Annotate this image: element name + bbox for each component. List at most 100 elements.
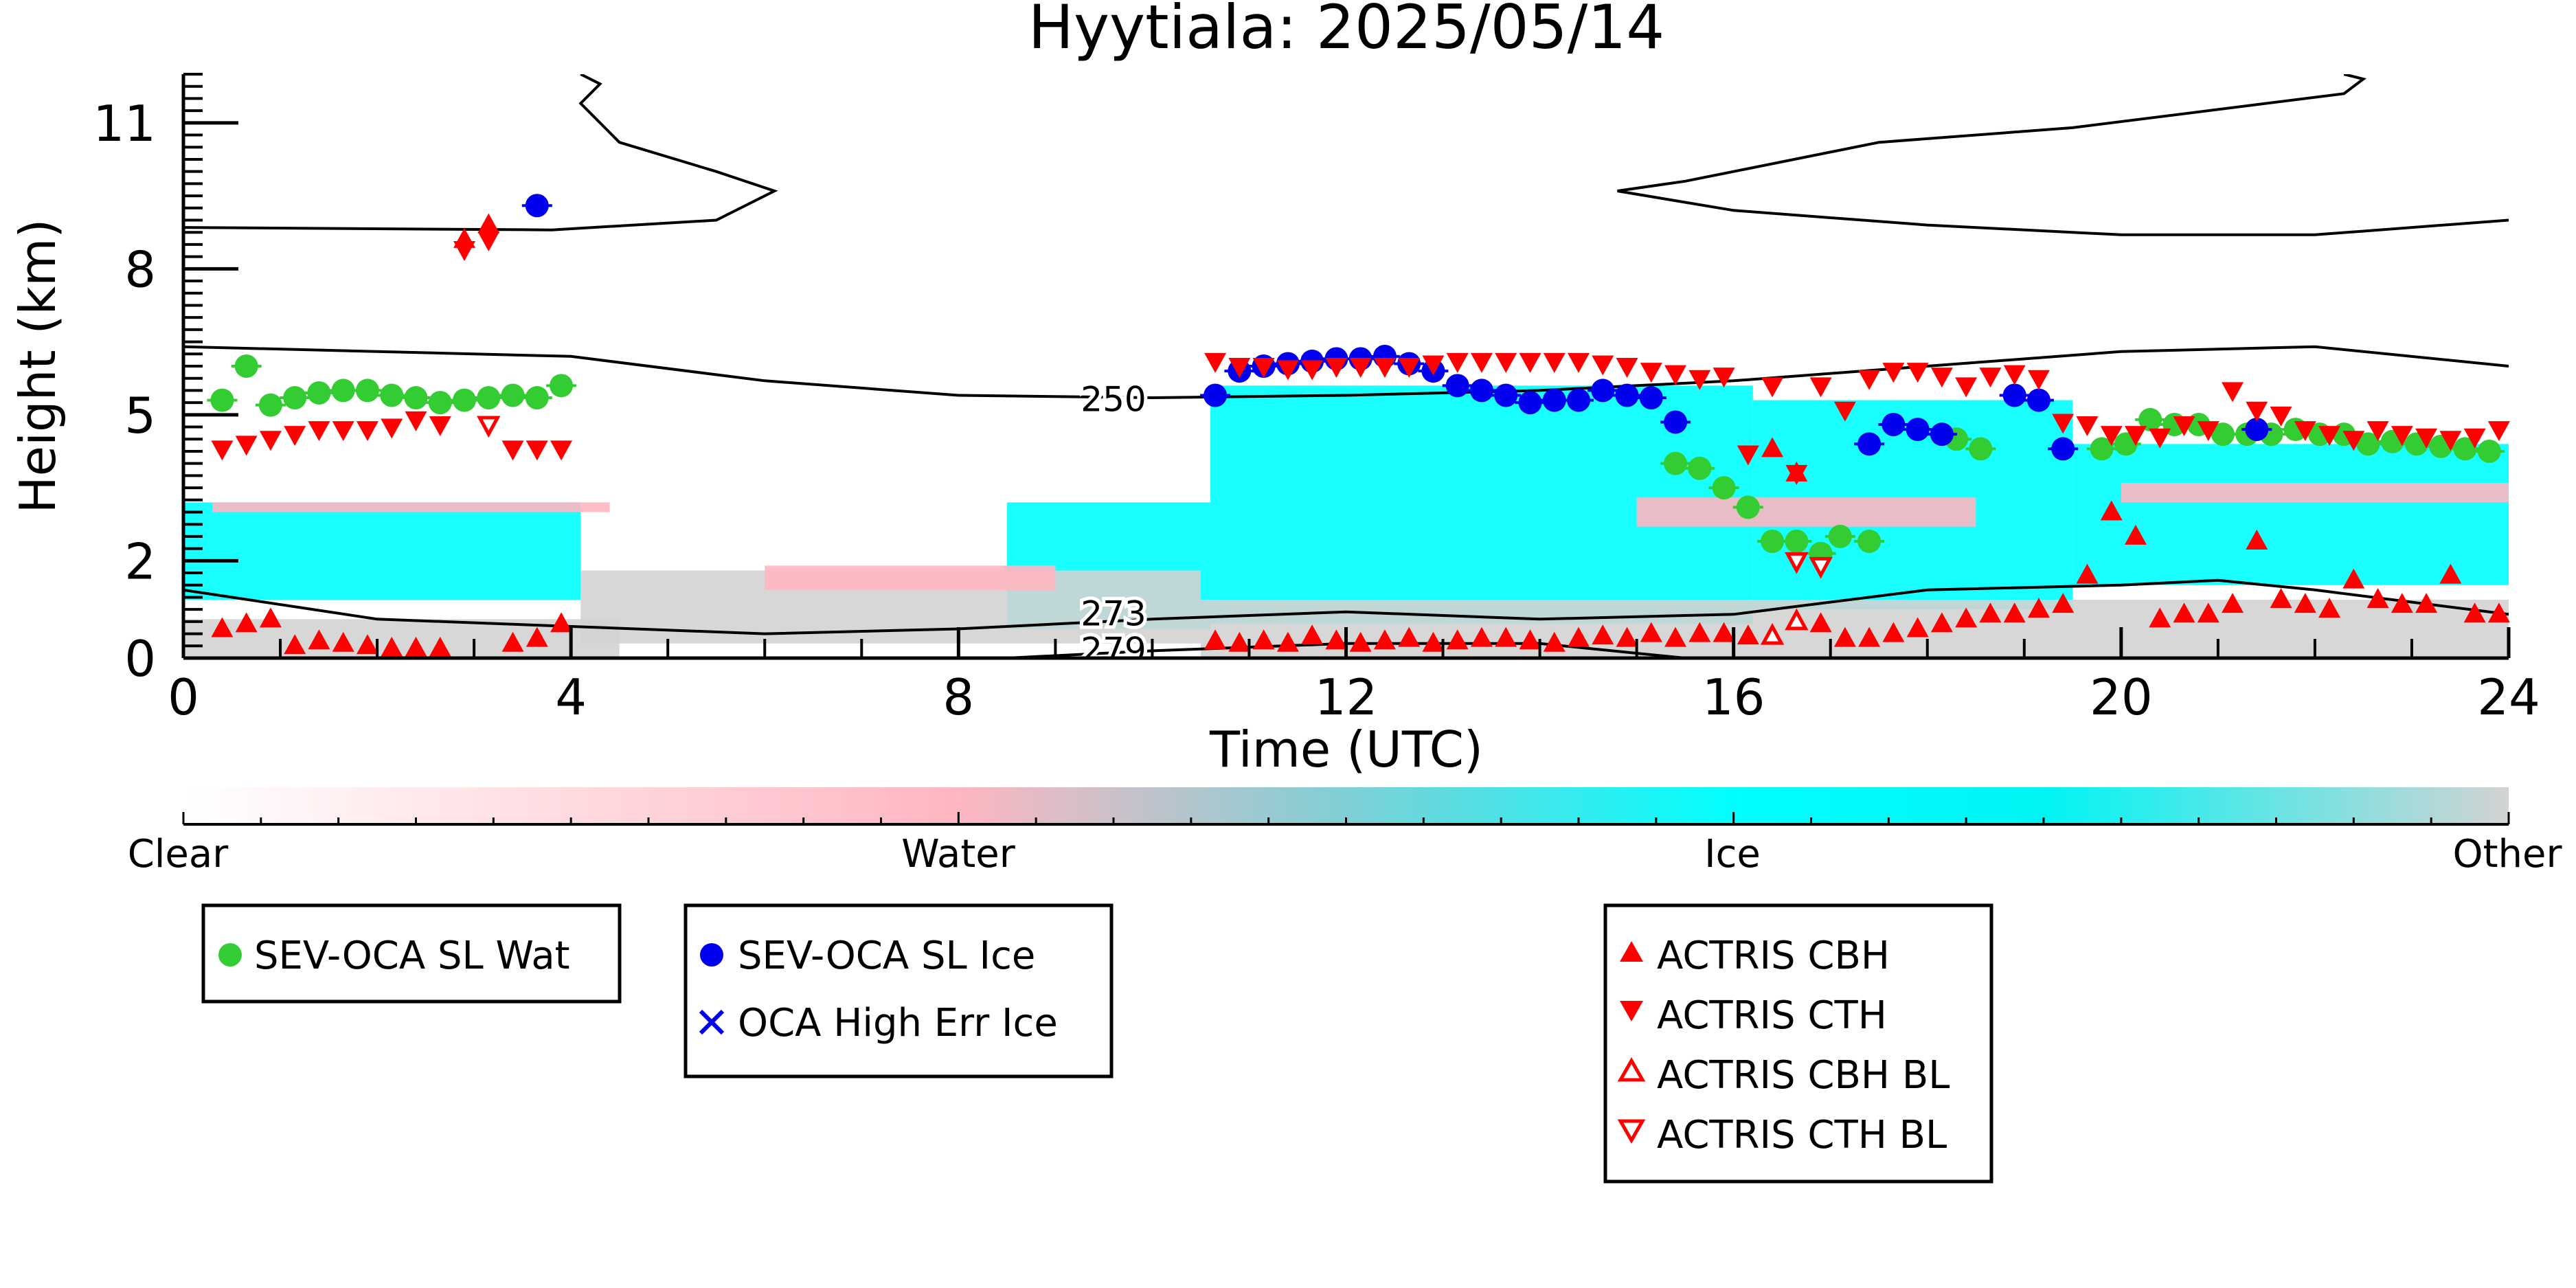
data-point <box>1833 401 1856 422</box>
contour-line <box>183 74 778 231</box>
data-point <box>1252 629 1275 650</box>
data-point <box>2124 426 2147 447</box>
data-point <box>332 631 354 652</box>
data-point <box>1785 464 1808 485</box>
data-point <box>1979 602 2002 623</box>
data-point <box>1857 432 1882 456</box>
data-point <box>525 386 549 410</box>
data-point <box>1906 363 1929 383</box>
data-point <box>1519 629 1541 650</box>
data-point <box>1422 355 1445 376</box>
x-tick-label: 20 <box>2090 668 2153 726</box>
data-point <box>405 411 427 431</box>
data-point <box>2270 588 2292 608</box>
data-point <box>2100 426 2123 447</box>
data-point <box>2002 383 2026 407</box>
data-point <box>2138 407 2162 431</box>
data-point <box>1519 352 1541 373</box>
data-point <box>2051 437 2075 461</box>
data-point <box>1592 355 1614 376</box>
x-tick-label: 8 <box>942 668 974 726</box>
legend-label: ACTRIS CTH <box>1657 993 1887 1038</box>
data-point <box>1809 612 1832 633</box>
data-point <box>1737 445 1759 466</box>
data-point <box>2246 401 2268 422</box>
data-point <box>234 354 258 378</box>
legend-box <box>1603 903 1993 1184</box>
data-point <box>429 416 451 436</box>
data-point <box>1470 626 1493 647</box>
y-axis-label: Height (km) <box>9 219 67 514</box>
data-point <box>1664 626 1687 647</box>
data-point <box>1713 622 1735 642</box>
y-tick-label: 5 <box>124 387 156 444</box>
contour-line <box>1617 74 2366 192</box>
data-point <box>550 374 574 398</box>
other-region <box>1200 600 2509 658</box>
data-point <box>381 636 403 657</box>
colorbar-label-clear: Clear <box>128 832 229 877</box>
legend-marker-filled-circle-blue <box>700 943 723 967</box>
data-point <box>404 386 428 410</box>
data-point <box>1446 629 1469 650</box>
data-point <box>1373 358 1396 378</box>
data-point <box>2003 365 2026 385</box>
data-point <box>1760 622 1785 645</box>
contour-label: 273 <box>1081 594 1146 633</box>
data-point <box>2487 602 2510 623</box>
data-series <box>207 194 2510 657</box>
data-point <box>1446 352 1469 373</box>
data-point <box>1568 352 1590 373</box>
data-point <box>1761 377 1784 398</box>
data-point <box>1228 358 1251 378</box>
data-point <box>1422 631 1445 652</box>
legend-marker-open-triangle-up <box>1617 1057 1646 1082</box>
data-point <box>211 617 234 637</box>
data-point <box>1688 622 1711 642</box>
data-point <box>2124 524 2147 545</box>
data-point <box>1930 422 1954 447</box>
data-point <box>1737 624 1759 645</box>
data-point <box>1228 631 1251 652</box>
data-point <box>2245 418 2269 442</box>
legend-label: ACTRIS CBH <box>1657 934 1890 978</box>
data-point <box>1906 418 1930 442</box>
data-point <box>2246 530 2268 550</box>
data-point <box>1616 626 1638 647</box>
legend-marker-filled-triangle-up <box>1620 941 1643 962</box>
data-point <box>2270 406 2292 427</box>
data-point <box>1955 377 1978 398</box>
data-point <box>2173 602 2195 623</box>
data-point <box>1568 626 1590 647</box>
y-tick-labels: 0 2 5 8 11 <box>93 95 238 688</box>
data-point <box>428 391 452 415</box>
data-point <box>259 607 282 628</box>
data-point <box>258 393 282 417</box>
x-tick-label: 16 <box>1702 668 1765 726</box>
data-point <box>2090 437 2114 461</box>
data-point <box>1301 624 1324 645</box>
contour-line <box>183 578 2509 635</box>
contour-line <box>1617 190 2509 236</box>
contour-label: 250 <box>1081 380 1146 420</box>
data-point <box>1349 358 1372 378</box>
data-point <box>2463 602 2486 623</box>
legend-label: SEV-OCA SL Ice <box>738 934 1035 978</box>
data-point <box>356 421 379 442</box>
data-point <box>1276 360 1299 381</box>
data-point <box>477 386 501 410</box>
data-point <box>2173 416 2195 436</box>
data-point <box>331 379 355 403</box>
legend-marker-open-triangle-down <box>1617 1119 1646 1144</box>
data-point <box>1664 451 1688 475</box>
data-point <box>2052 414 2075 434</box>
data-point <box>477 213 500 234</box>
data-point <box>1979 368 2002 388</box>
data-point <box>526 626 548 647</box>
data-point <box>1828 524 1852 548</box>
data-point <box>1204 629 1227 650</box>
data-point <box>2366 588 2389 608</box>
data-point <box>2487 421 2510 442</box>
